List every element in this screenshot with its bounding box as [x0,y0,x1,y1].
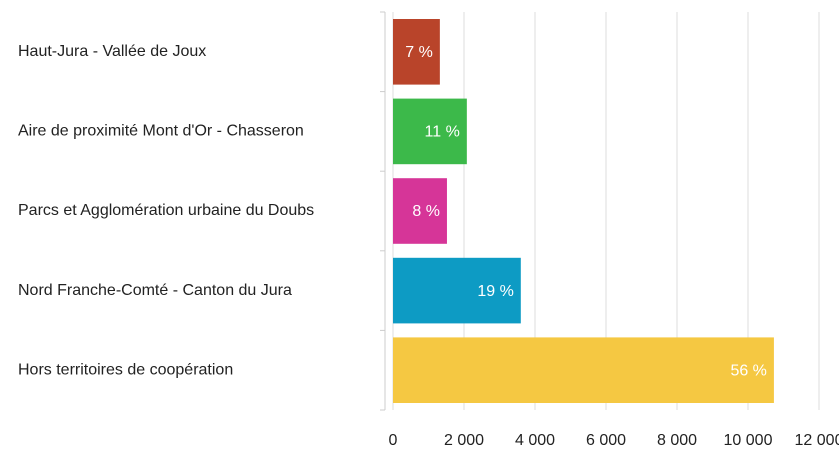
y-tick-label: Haut-Jura - Vallée de Joux [18,43,206,60]
x-tick-label: 12 000 [795,432,839,449]
x-tick-label: 8 000 [657,432,697,449]
x-tick-label: 2 000 [444,432,484,449]
bar [393,178,447,244]
value-label: 7 % [405,44,433,61]
value-label: 8 % [412,203,440,220]
x-tick-label: 4 000 [515,432,555,449]
y-tick-label: Parcs et Agglomération urbaine du Doubs [18,202,314,219]
bar [393,257,521,324]
y-tick-label: Aire de proximité Mont d'Or - Chasseron [18,123,304,140]
value-label: 56 % [730,362,766,379]
x-tick-label: 0 [389,432,398,449]
value-label: 19 % [477,283,513,300]
bar [393,98,467,165]
y-tick-label: Nord Franche-Comté - Canton du Jura [18,282,292,299]
x-tick-label: 6 000 [586,432,626,449]
bar [393,19,440,85]
bar [393,337,774,403]
value-label: 11 % [425,124,460,141]
x-tick-label: 10 000 [724,432,773,449]
y-tick-label: Hors territoires de coopération [18,361,233,378]
